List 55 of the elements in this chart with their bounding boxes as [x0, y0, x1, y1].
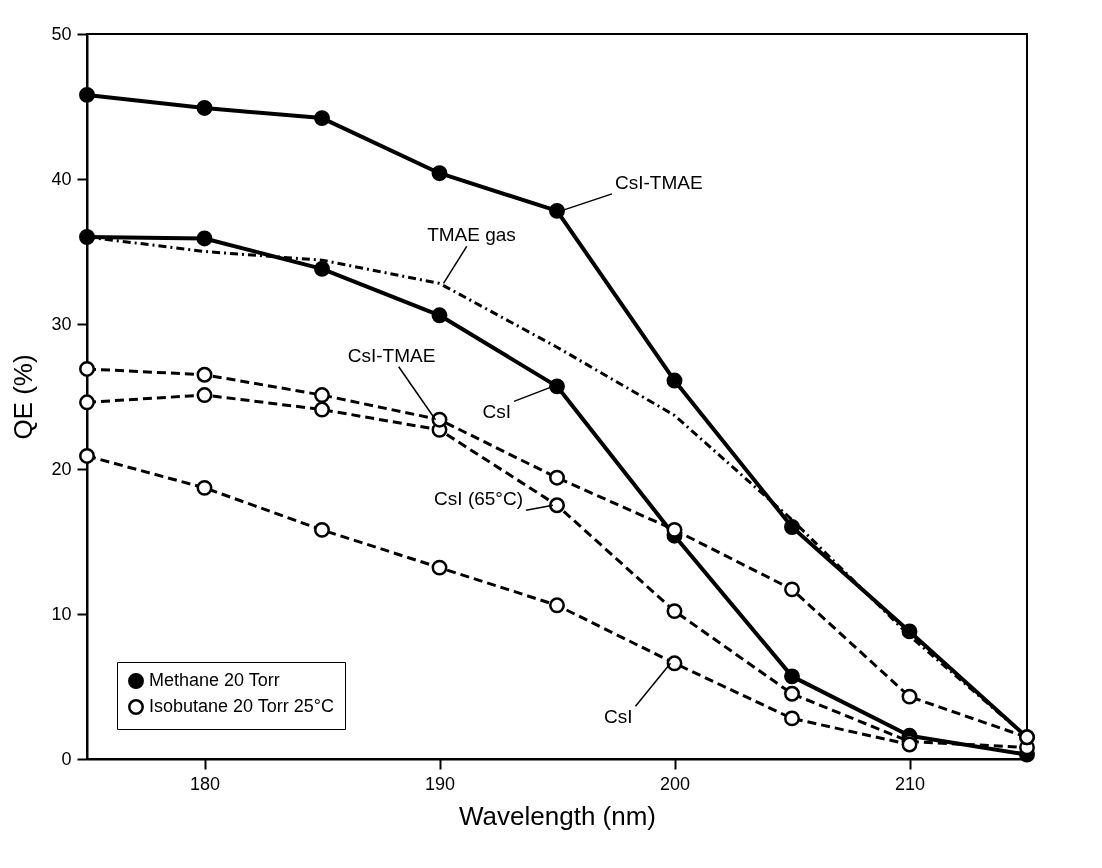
- y-tick-label: 10: [51, 603, 72, 624]
- point: [79, 448, 95, 464]
- y-tick-label: 20: [51, 458, 72, 479]
- point: [549, 378, 565, 395]
- annotation: CsI-TMAE: [615, 171, 703, 193]
- point: [196, 366, 213, 383]
- point: [196, 387, 213, 403]
- x-tick-label: 190: [424, 773, 456, 794]
- point: [549, 497, 565, 514]
- x-tick-label: 210: [894, 773, 926, 794]
- point: [314, 401, 330, 418]
- point: [314, 260, 330, 277]
- x-axis-title: Wavelength (nm): [459, 800, 656, 831]
- x-tick-label: 180: [189, 773, 221, 794]
- point: [666, 372, 683, 389]
- point: [784, 581, 800, 598]
- point: [314, 521, 330, 538]
- y-tick-label: 40: [51, 168, 72, 189]
- point: [666, 521, 683, 538]
- point: [79, 86, 95, 103]
- point: [196, 479, 213, 496]
- legend-label: Isobutane 20 Torr 25°C: [149, 696, 334, 716]
- point: [79, 361, 95, 377]
- point: [431, 411, 448, 428]
- point: [666, 655, 683, 672]
- point: [314, 110, 330, 127]
- x-tick-label: 200: [659, 773, 691, 794]
- y-tick-label: 30: [51, 313, 72, 334]
- point: [431, 559, 448, 576]
- annotation: CsI: [604, 706, 633, 728]
- point: [431, 165, 448, 182]
- point: [79, 394, 95, 411]
- y-tick-label: 50: [51, 23, 72, 44]
- point: [784, 685, 800, 702]
- point: [196, 100, 213, 116]
- point: [901, 688, 918, 705]
- y-axis-title: QE (%): [8, 354, 39, 440]
- annotation: CsI-TMAE: [347, 344, 436, 366]
- legend-label: Methane 20 Torr: [149, 670, 280, 690]
- point: [79, 229, 95, 245]
- point: [549, 469, 565, 486]
- point: [784, 668, 800, 685]
- point: [549, 597, 565, 614]
- y-tick-label: 0: [61, 748, 72, 769]
- annotation: TMAE gas: [427, 224, 516, 246]
- point: [901, 623, 918, 640]
- point: [549, 202, 565, 219]
- point: [431, 307, 448, 324]
- annotation: CsI (65°C): [434, 488, 523, 510]
- point: [666, 603, 683, 620]
- point: [196, 230, 213, 247]
- point: [784, 710, 800, 727]
- point: [784, 519, 800, 535]
- point: [314, 387, 330, 403]
- annotation: CsI: [482, 401, 511, 423]
